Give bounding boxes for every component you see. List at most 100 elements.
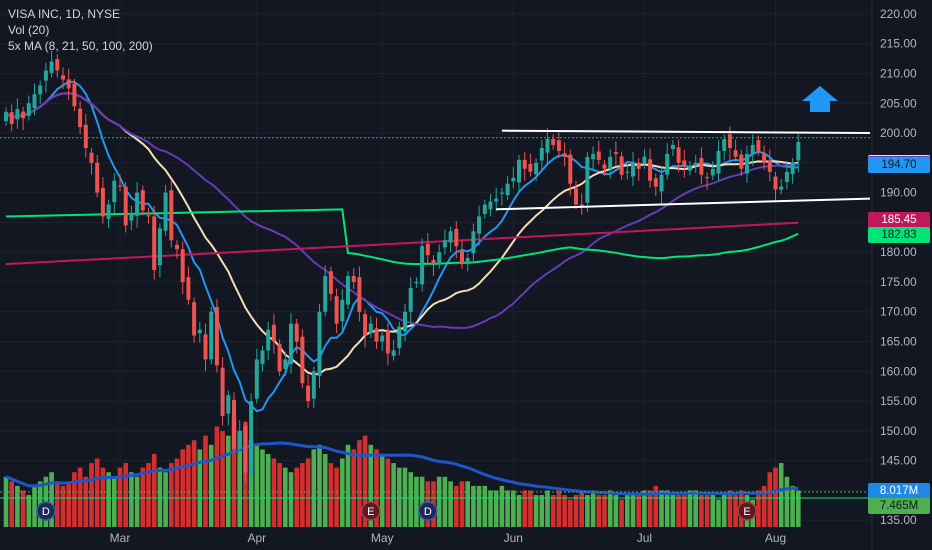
candle-body [300,336,305,384]
event-badge[interactable]: D [418,501,438,521]
volume-bar [573,495,579,527]
candle-body [619,156,624,175]
badge-circle [36,501,56,521]
volume-bar [590,490,596,527]
volume-indicator-label[interactable]: Vol (20) [8,23,50,37]
volume-bar [790,485,795,527]
candle-body [385,330,390,354]
volume-bar [784,476,790,527]
volume-bar [89,463,94,527]
y-tick-label: 155.00 [880,394,917,408]
candle-body [118,185,122,187]
candle-body [180,249,185,282]
candle-body [745,153,749,174]
ma-indicator-label[interactable]: 5x MA (8, 21, 50, 100, 200) [8,39,153,53]
volume-bar [140,467,146,527]
price-tag: 7.465M [868,498,930,514]
candle-body [613,152,618,154]
trend-lines [0,129,871,499]
candle-body [688,165,692,171]
candle-body [323,276,328,312]
candle-body [642,156,647,165]
volume-bar [397,467,402,527]
badge-circle [737,501,757,521]
candle-body [21,111,26,119]
price-tag: 185.45 [868,211,930,228]
candle-body [351,276,356,282]
candle-body [767,160,772,172]
event-badge[interactable]: D [36,501,56,521]
volume-bar [727,490,733,527]
event-badge[interactable]: E [361,501,381,521]
badge-label: D [424,506,432,518]
volume-bar [186,444,191,527]
volume-bar [408,472,413,527]
candle-body [545,139,550,153]
volume-bar [773,467,778,527]
candle-body [100,187,105,217]
candle-body [431,259,436,265]
symbol-label[interactable]: VISA INC, 1D, NYSE [8,7,121,21]
volume-bar [704,495,710,527]
volume-bar [636,495,641,527]
candle-body [670,144,675,150]
price-tag: 182.83 [868,227,930,244]
candle-body [15,109,20,120]
volume-bar [254,444,260,527]
volume-bar [516,495,522,527]
candle-body [562,153,567,157]
candle-body [511,177,516,182]
volume-ma-line [5,441,799,496]
y-tick-label: 200.00 [880,126,917,140]
arrow-shape [802,86,838,112]
volume-bar [625,495,630,527]
volume-bar [511,490,516,527]
volume-bar [454,485,459,527]
candle-body [665,153,670,175]
volume-bar [368,444,374,527]
badge-circle [418,501,438,521]
candle-body [32,94,37,109]
volume-bar [146,463,151,527]
volume-bar [271,458,277,527]
volume-bar [106,472,111,527]
candle-body [442,240,447,248]
volume-bar [459,481,465,527]
candle-body [249,401,254,475]
volume-bar [710,495,716,527]
volume-bar [305,458,311,527]
candle-body [762,153,767,163]
volume-bar [26,495,32,527]
volume-bar [374,449,379,527]
candle-body [334,296,339,324]
volume-bar [77,467,83,527]
x-tick-label: Aug [765,531,786,545]
volume-bar [493,490,499,527]
y-tick-label: 215.00 [880,37,917,51]
volume-bar [522,490,527,527]
volume-bar [471,485,476,527]
volume-bar [482,485,488,527]
volume-bar [756,490,761,527]
candle-body [61,75,65,80]
volume-bar [277,463,282,527]
candle-body [363,314,368,336]
volume-bar [340,458,345,527]
volume-bar [647,490,653,527]
price-tag: 194.70 [868,156,930,173]
candle-body [693,162,698,166]
candle-body [260,350,265,365]
candle-body [328,271,333,294]
candle-body [756,140,761,151]
volume-bar [761,485,767,527]
event-badge[interactable]: E [737,501,757,521]
volume-bar [220,431,225,527]
candle-body [226,395,231,414]
candle-body [283,359,288,369]
candle-body [403,311,407,332]
candle-body [420,246,425,285]
volume-bar [362,435,368,527]
candle-body [78,108,83,128]
candle-body [528,164,533,172]
